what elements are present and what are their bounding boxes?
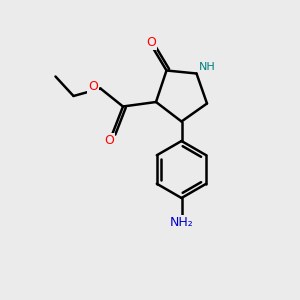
Text: O: O (105, 134, 114, 147)
Text: O: O (88, 80, 98, 93)
Text: O: O (147, 35, 156, 49)
Text: NH: NH (199, 62, 215, 73)
Text: NH₂: NH₂ (169, 215, 194, 229)
